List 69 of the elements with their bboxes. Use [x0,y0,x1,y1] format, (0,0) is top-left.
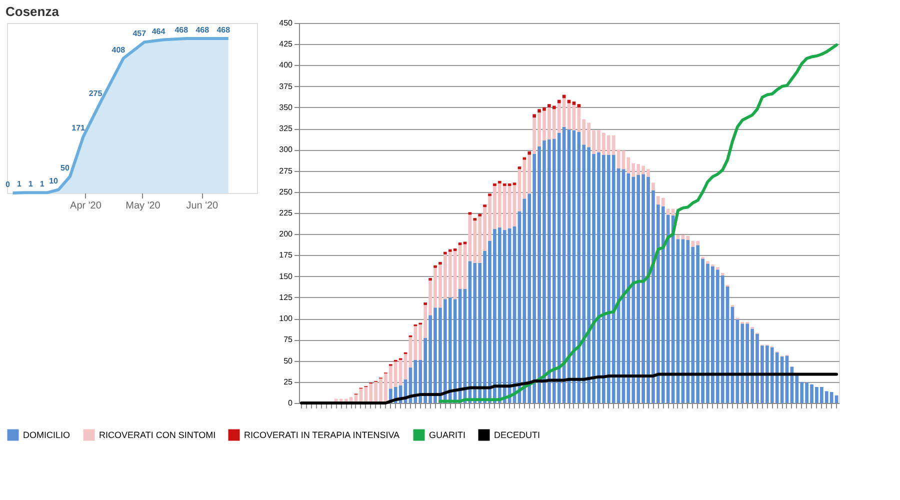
bar [458,245,462,289]
data-label: 275 [88,89,103,98]
bar [404,354,408,380]
y-tick-label: 75 [284,335,294,344]
x-tick-label: Apr '20 [70,200,102,212]
y-tick-label: 375 [279,82,294,91]
bar [567,103,571,130]
chart-title: Cosenza [6,4,60,19]
bar [408,337,412,368]
x-tick-label: Jun '20 [186,200,219,212]
legend-label: DECEDUTI [494,430,540,440]
bar [706,261,710,264]
bar [483,204,486,208]
data-label: 464 [152,26,166,36]
data-label: 468 [174,25,189,34]
data-label: 1 [40,180,45,189]
y-tick-label: 450 [279,18,294,28]
bar [424,302,427,306]
legend-label: GUARITI [429,430,466,440]
bar [438,262,442,265]
data-label: 50 [60,163,70,172]
bar [532,114,536,118]
y-tick-label: 200 [279,230,294,239]
data-label: 0 [6,180,10,189]
y-tick-label: 325 [279,124,294,134]
bar [557,100,561,104]
y-tick-label: 100 [279,314,294,324]
y-tick-label: 150 [279,272,294,281]
bar [488,194,492,196]
data-label: 10 [49,176,59,186]
y-tick-label: 175 [279,250,294,260]
data-label: 1 [28,180,34,189]
bar [434,265,437,268]
y-tick-label: 350 [279,102,294,112]
y-tick-label: 0 [288,398,294,408]
y-tick-label: 425 [279,40,294,49]
data-label: 468 [216,25,231,34]
y-tick-label: 225 [279,208,294,218]
bar [512,185,516,227]
data-label: 171 [72,124,86,133]
x-tick-label: May '20 [126,200,161,212]
legend-label: DOMICILIO [23,430,70,440]
bar [652,182,655,190]
bar [522,157,526,160]
bar [493,183,496,186]
line-series [438,43,838,403]
data-label: 457 [132,29,147,38]
data-label: 468 [196,25,210,34]
bar [468,212,472,215]
y-tick-label: 125 [279,292,294,302]
bar [716,267,720,270]
y-tick-label: 25 [284,377,294,386]
bar [720,272,724,276]
data-label: 1 [16,180,22,189]
y-tick-label: 275 [279,166,294,176]
legend-label: RICOVERATI CON SINTOMI [99,430,216,440]
y-tick-label: 300 [279,145,294,154]
y-tick-label: 400 [279,60,294,70]
bar [528,151,532,155]
bar [622,150,626,170]
bar [443,252,447,254]
bar [478,214,482,216]
y-tick-label: 50 [284,356,294,366]
data-label: 408 [112,45,126,54]
bar [473,218,477,221]
y-tick-label: 250 [279,187,294,196]
bar [498,180,502,184]
legend-label: RICOVERATI IN TERAPIA INTENSIVA [244,430,400,440]
bar [428,278,432,281]
